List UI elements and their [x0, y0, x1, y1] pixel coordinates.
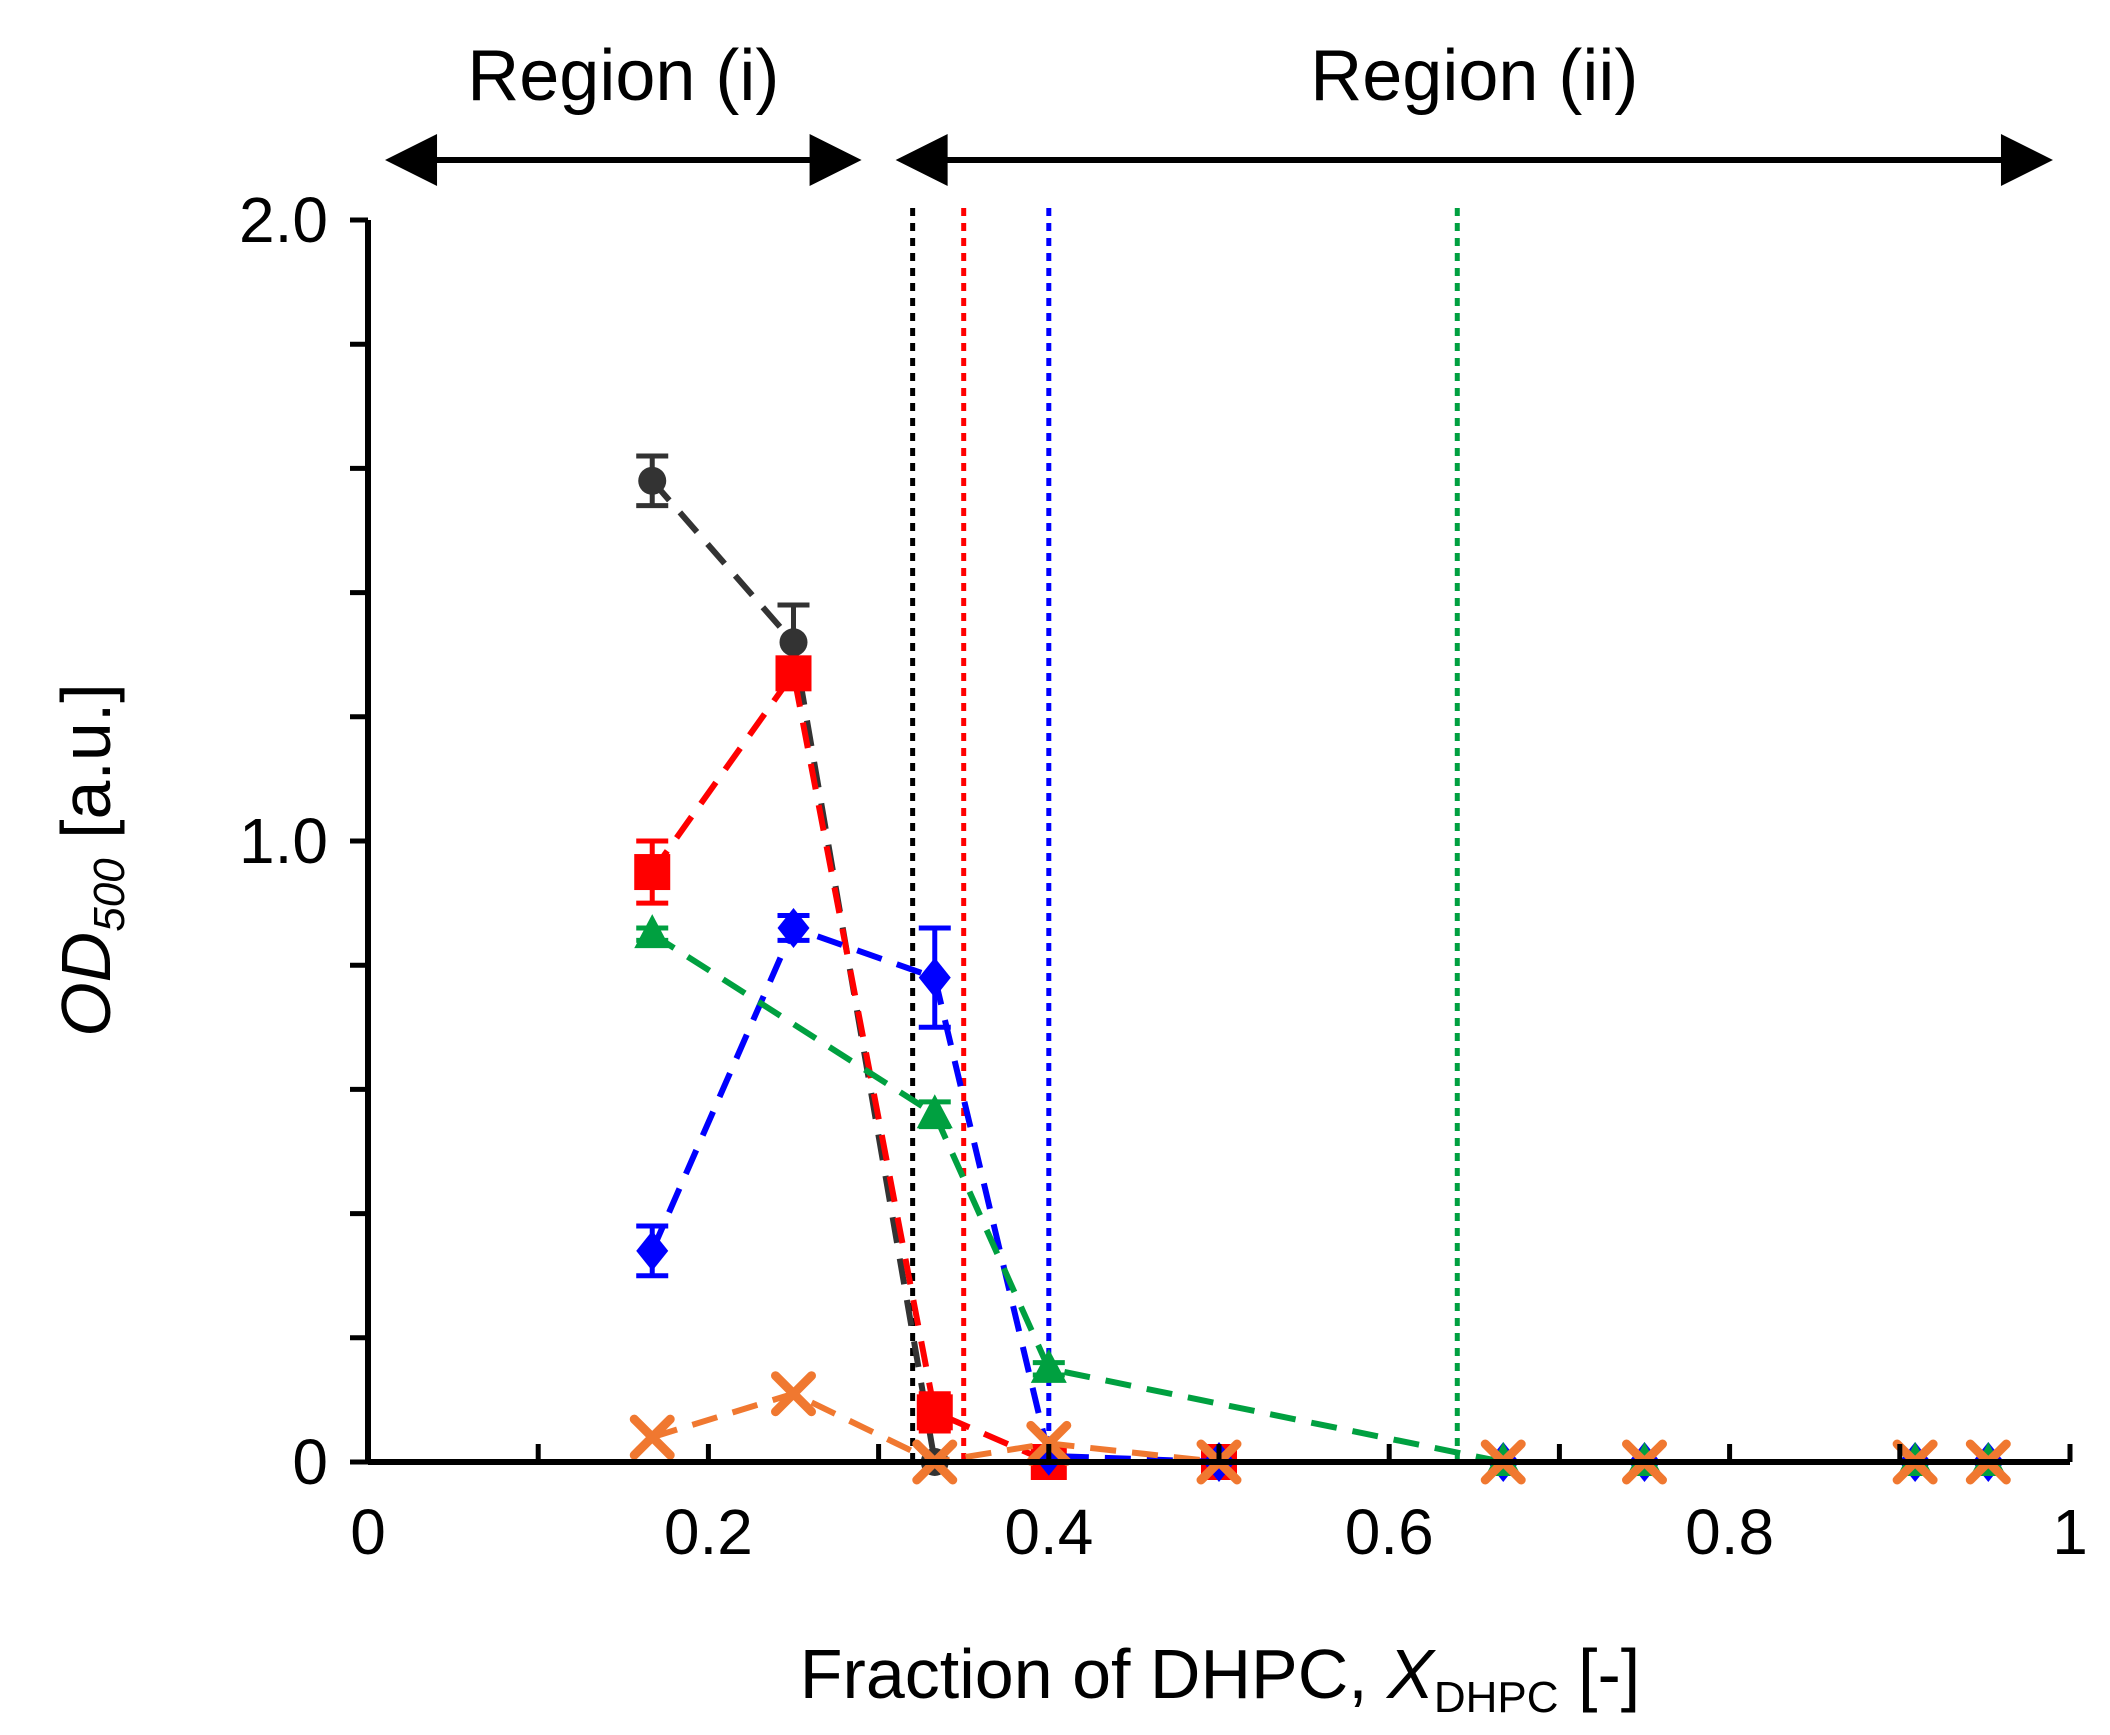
region-1: Region (i)	[385, 36, 862, 186]
y-tick-label: 2.0	[239, 184, 328, 256]
region-arrow-left-head	[895, 134, 948, 186]
x-axis-title-var: X	[1385, 1635, 1436, 1713]
data-point	[779, 628, 808, 657]
x-tick-label: 0	[350, 1496, 386, 1568]
data-point	[636, 1230, 669, 1271]
x-axis-title-sub: DHPC	[1434, 1673, 1559, 1722]
data-point	[638, 466, 667, 495]
data-point	[629, 1414, 675, 1460]
y-axis-title-suffix: [a.u.]	[47, 683, 125, 858]
region-2: Region (ii)	[895, 36, 2053, 186]
region-label: Region (ii)	[1310, 36, 1638, 116]
data-point	[775, 655, 812, 692]
x-axis-title-prefix: Fraction of DHPC,	[800, 1635, 1387, 1713]
series-line-red	[649, 665, 1219, 1465]
x-axis-title: Fraction of DHPC, XDHPC [-]	[800, 1635, 1640, 1722]
data-point	[1030, 1348, 1067, 1383]
data-point	[771, 1371, 816, 1417]
regions-layer: Region (i) Region (ii)	[385, 36, 2053, 186]
axes: 0 0.2 0.4 0.6 0.8 1 0 1.0 2.0	[239, 184, 2088, 1568]
data-point	[916, 1394, 953, 1431]
series-blue	[636, 907, 2005, 1482]
data-point	[634, 914, 671, 949]
region-arrow-left-head	[385, 134, 438, 186]
data-point	[634, 854, 671, 891]
data-point	[777, 907, 810, 948]
y-tick-label: 0	[292, 1426, 328, 1498]
y-axis-title-var: OD	[47, 932, 125, 1037]
x-tick-label: 0.4	[1004, 1496, 1093, 1568]
series-line-blue	[649, 924, 1989, 1465]
series-line-green	[650, 931, 1989, 1465]
data-point	[1026, 1420, 1072, 1466]
x-tick-label: 0.8	[1685, 1496, 1774, 1568]
series-green	[634, 914, 2007, 1476]
y-tick-label: 1.0	[239, 805, 328, 877]
x-axis-title-suffix: [-]	[1559, 1635, 1641, 1713]
x-tick-label: 1	[2052, 1496, 2088, 1568]
y-axis-title: OD500 [a.u.]	[47, 683, 134, 1037]
axis-titles: Fraction of DHPC, XDHPC [-] OD500 [a.u.]	[47, 683, 1640, 1722]
x-tick-label: 0.2	[664, 1496, 753, 1568]
y-axis-title-sub: 500	[85, 858, 134, 932]
series-line-orange	[651, 1390, 1989, 1466]
x-tick-label: 0.6	[1345, 1496, 1434, 1568]
data-point	[918, 957, 951, 998]
series-red	[634, 655, 1237, 1480]
region-label: Region (i)	[467, 36, 779, 116]
series-line-black	[649, 478, 1219, 1465]
threshold-lines	[910, 208, 1460, 1462]
region-arrow-right-head	[2000, 134, 2053, 186]
data-point	[916, 1094, 953, 1129]
region-arrow-right-head	[809, 134, 862, 186]
series-layer	[629, 453, 2011, 1485]
